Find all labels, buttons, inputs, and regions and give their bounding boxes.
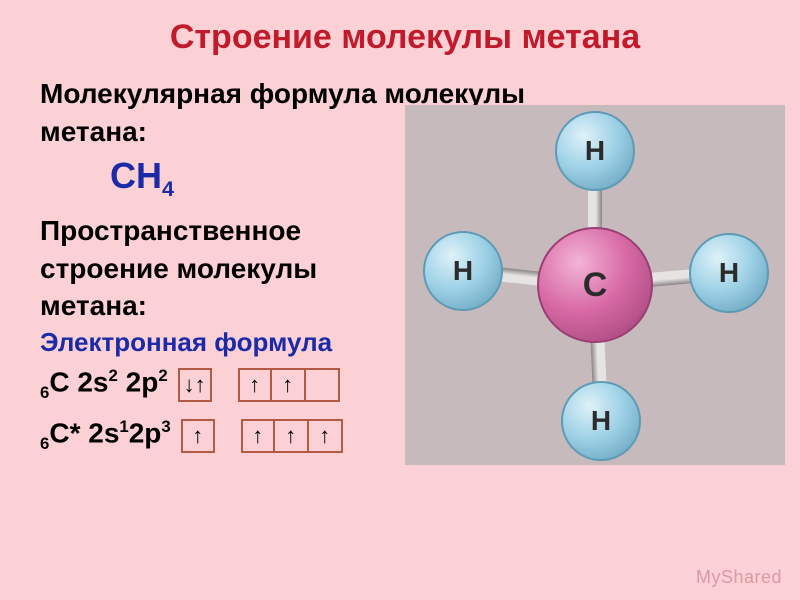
orbital-cell: ↑: [309, 419, 343, 453]
watermark: MyShared: [696, 567, 782, 588]
subtitle1-line2: метана:: [40, 116, 147, 147]
excited-s-orbitals: ↑: [181, 419, 215, 453]
excited-state-config: 6С* 2s12p3: [40, 417, 171, 454]
hydrogen-atom-0: H: [555, 111, 635, 191]
excited-p-orbitals: ↑↑↑: [241, 419, 343, 453]
page-title: Строение молекулы метана: [40, 18, 770, 57]
ground-s-orbitals: ↓↑: [178, 368, 212, 402]
subtitle2-line1: Пространственное: [40, 215, 301, 246]
orbital-cell: ↓↑: [178, 368, 212, 402]
orbital-cell: ↑: [181, 419, 215, 453]
orbital-cell: [306, 368, 340, 402]
hydrogen-atom-1: H: [423, 231, 503, 311]
orbital-cell: ↑: [241, 419, 275, 453]
subtitle2-line3: метана:: [40, 290, 147, 321]
formula-subscript: 4: [162, 176, 174, 201]
orbital-cell: ↑: [275, 419, 309, 453]
hydrogen-atom-3: H: [561, 381, 641, 461]
formula-base: CH: [110, 155, 162, 196]
hydrogen-atom-2: H: [689, 233, 769, 313]
orbital-cell: ↑: [272, 368, 306, 402]
ground-state-config: 6С 2s2 2p2: [40, 366, 168, 403]
subtitle2-line2: строение молекулы: [40, 253, 317, 284]
carbon-atom: C: [537, 227, 653, 343]
ground-p-orbitals: ↑↑: [238, 368, 340, 402]
orbital-cell: ↑: [238, 368, 272, 402]
methane-molecule-diagram: HHHHC: [405, 105, 785, 465]
